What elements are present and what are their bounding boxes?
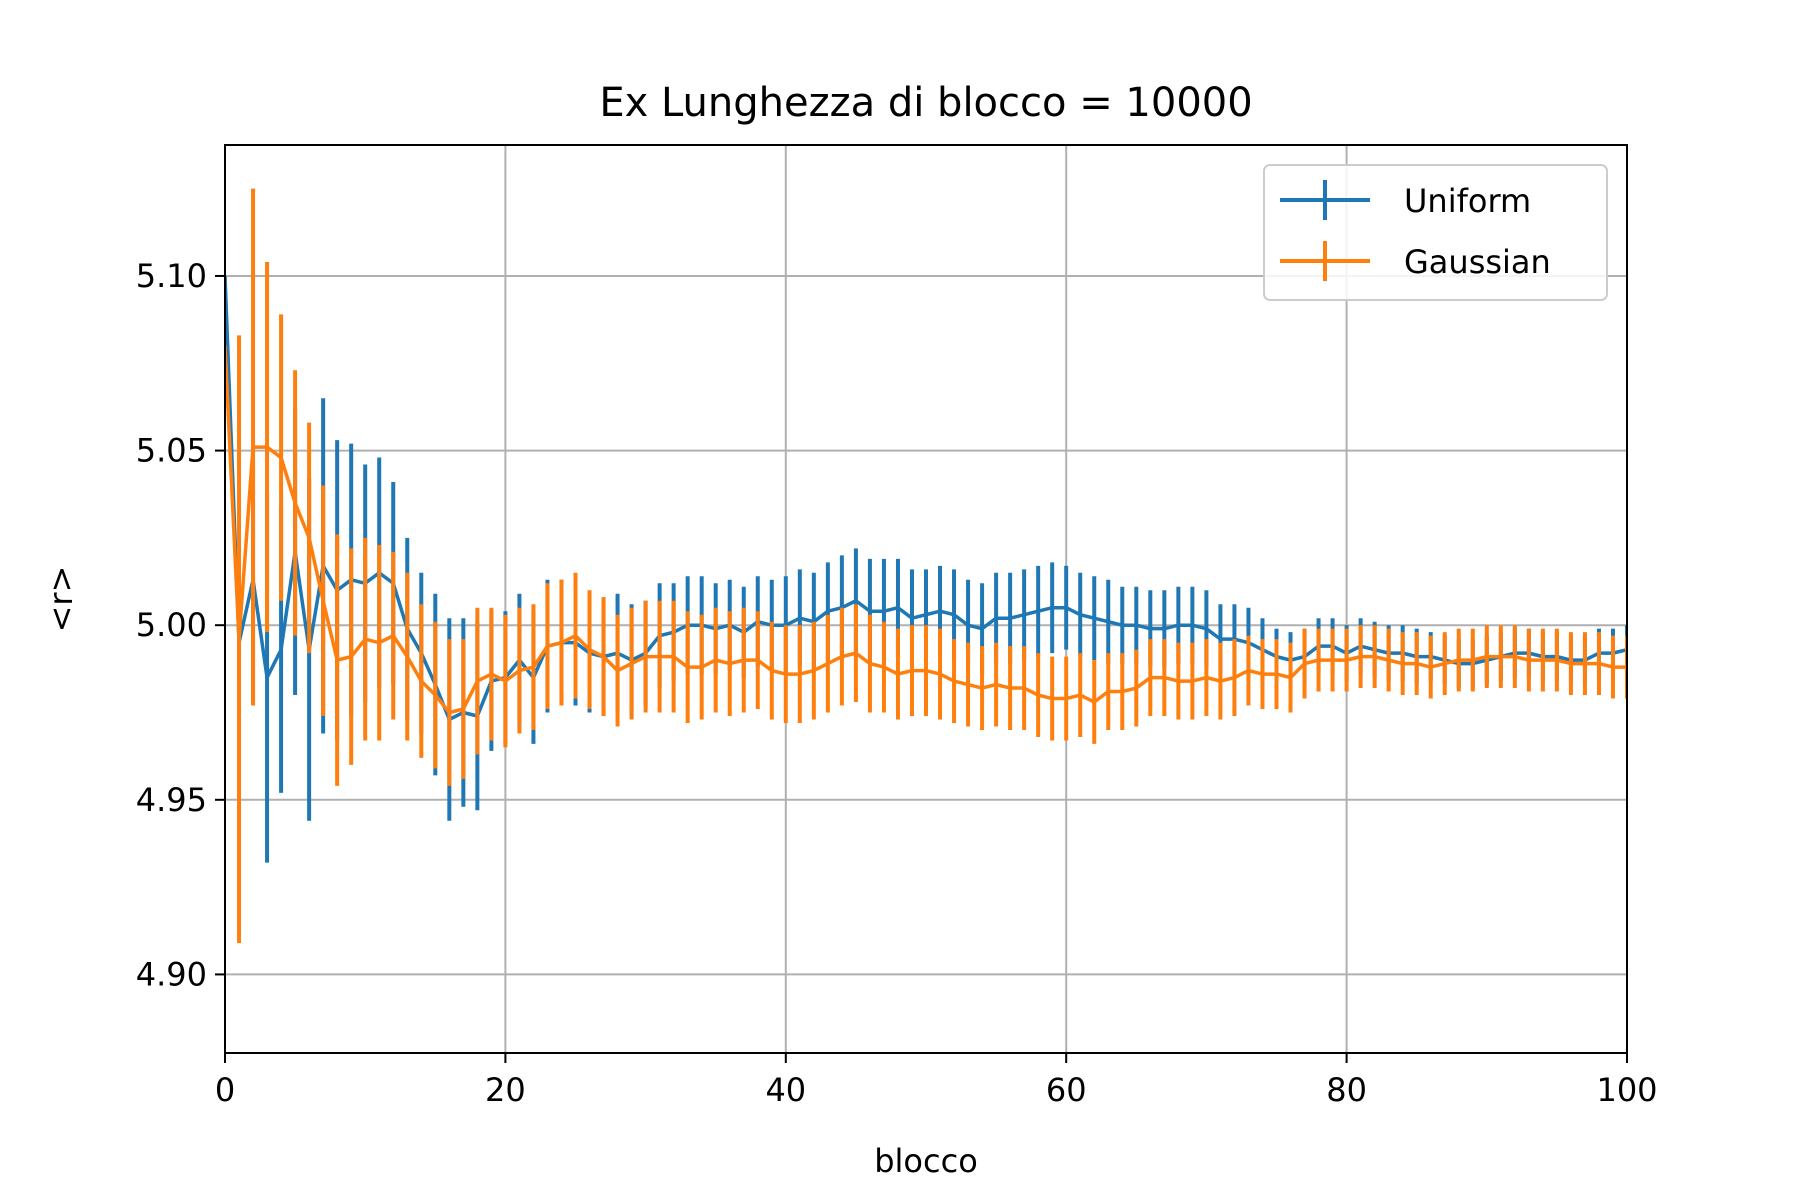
- x-tick-label: 40: [765, 1071, 806, 1109]
- x-tick-label: 100: [1596, 1071, 1657, 1109]
- x-tick-label: 80: [1326, 1071, 1367, 1109]
- y-tick-label: 4.95: [136, 781, 207, 819]
- legend: Uniform Gaussian: [1263, 164, 1608, 301]
- chart-title: Ex Lunghezza di blocco = 10000: [599, 80, 1252, 126]
- ticks: 0 20 40 60 80 100 4.90 4.95 5.00 5.05 5.10: [136, 257, 1658, 1109]
- y-tick-label: 5.10: [136, 257, 207, 295]
- x-axis-label: blocco: [874, 1142, 978, 1180]
- series-line: [225, 345, 1627, 715]
- y-axis-label: <r>: [42, 566, 80, 633]
- x-tick-label: 0: [215, 1071, 235, 1109]
- plot-area: [225, 188, 1627, 943]
- y-tick-label: 4.90: [136, 955, 207, 993]
- legend-label-uniform: Uniform: [1404, 182, 1531, 220]
- x-tick-label: 60: [1046, 1071, 1087, 1109]
- x-tick-label: 20: [485, 1071, 526, 1109]
- y-tick-label: 5.05: [136, 432, 207, 470]
- y-tick-label: 5.00: [136, 606, 207, 644]
- legend-label-gaussian: Gaussian: [1404, 243, 1551, 281]
- axes-frame: [224, 144, 1628, 1054]
- series-line: [225, 275, 1627, 722]
- series-gaussian: [225, 188, 1627, 943]
